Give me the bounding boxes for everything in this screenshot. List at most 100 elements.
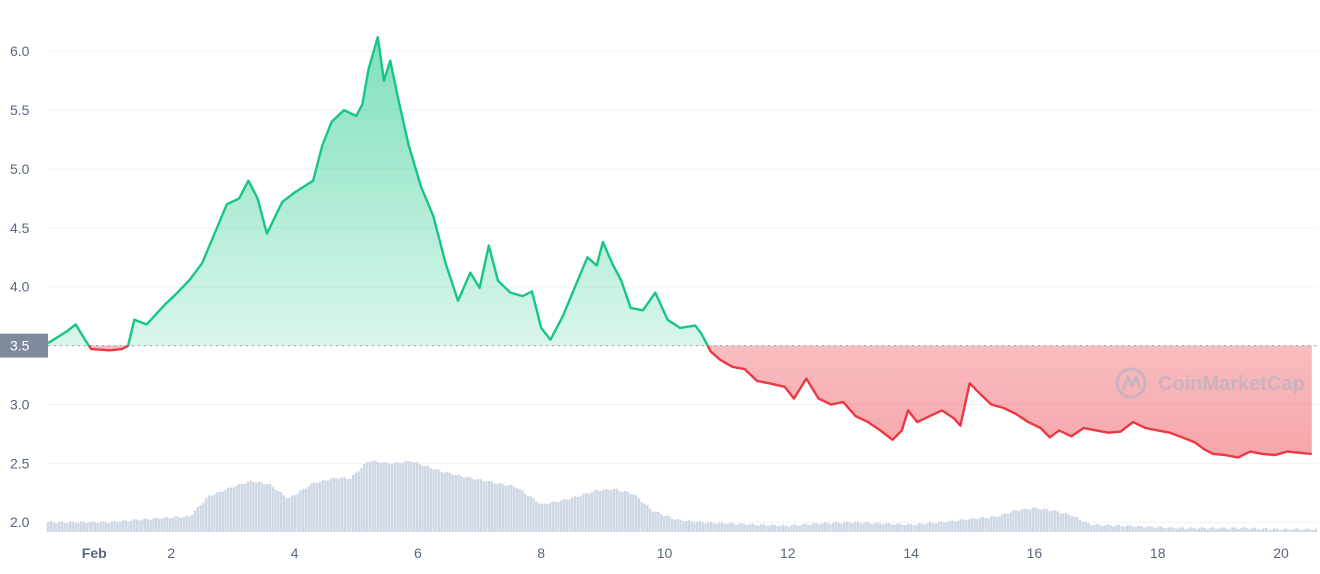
volume-bar	[321, 480, 324, 532]
volume-bar	[565, 499, 568, 532]
volume-bar	[978, 517, 982, 532]
volume-bar	[1167, 527, 1171, 532]
volume-bar	[451, 474, 455, 532]
volume-bar	[368, 462, 372, 532]
volume-bar	[715, 523, 718, 532]
volume-bar	[1181, 527, 1184, 532]
volume-bar	[393, 462, 396, 532]
volume-bar	[573, 496, 577, 532]
volume-bar	[296, 493, 299, 532]
volume-bar	[1220, 527, 1223, 532]
volume-bar	[776, 526, 779, 532]
volume-bar	[335, 478, 338, 532]
volume-bar	[929, 522, 932, 532]
volume-bar	[823, 522, 826, 532]
volume-bar	[637, 498, 641, 532]
volume-bar	[1300, 530, 1304, 532]
volume-bar	[884, 523, 888, 532]
volume-bar	[252, 481, 255, 532]
volume-bar	[113, 521, 116, 532]
volume-bar	[340, 477, 344, 532]
x-tick-label: 12	[780, 545, 796, 561]
volume-bar	[413, 462, 416, 532]
x-tick-label: 10	[657, 545, 673, 561]
volume-bar	[1192, 527, 1195, 532]
x-tick-label: 16	[1027, 545, 1043, 561]
volume-bar	[671, 518, 674, 532]
volume-bar	[227, 487, 230, 532]
volume-bar	[1028, 509, 1032, 532]
volume-bar	[967, 519, 971, 532]
volume-bar	[487, 480, 491, 532]
volume-bar	[349, 478, 352, 532]
volume-bar	[684, 521, 688, 532]
volume-bar	[623, 491, 627, 532]
volume-bar	[1150, 526, 1154, 532]
volume-bar	[385, 461, 388, 532]
volume-bar	[562, 499, 566, 532]
volume-bar	[1081, 521, 1085, 532]
volume-bar	[904, 524, 907, 532]
volume-bar	[1045, 509, 1048, 532]
volume-bar	[984, 517, 987, 532]
volume-bar	[917, 523, 921, 532]
volume-bar	[779, 525, 782, 532]
volume-bar	[410, 461, 413, 532]
volume-bar	[1006, 513, 1010, 532]
volume-bar	[143, 518, 147, 532]
price-line	[47, 35, 1312, 459]
price-line-down	[87, 345, 1312, 459]
volume-bar	[77, 522, 80, 532]
volume-bar	[396, 462, 399, 532]
volume-bar	[102, 521, 105, 532]
volume-bar	[515, 488, 519, 532]
volume-bar	[745, 525, 749, 532]
volume-bar	[820, 523, 824, 532]
volume-bar	[105, 522, 108, 532]
volume-bar	[1106, 524, 1109, 532]
volume-bar	[970, 517, 974, 532]
volume-bar	[1076, 517, 1079, 532]
volume-bar	[1275, 528, 1279, 532]
volume-bars	[46, 460, 1318, 532]
volume-bar	[1206, 529, 1209, 532]
volume-bar	[290, 495, 294, 532]
volume-bar	[621, 491, 624, 532]
volume-bar	[204, 498, 208, 532]
volume-bar	[729, 522, 732, 532]
volume-bar	[471, 478, 474, 532]
volume-bar	[1125, 525, 1129, 532]
volume-bar	[1153, 528, 1157, 532]
volume-bar	[859, 523, 863, 532]
volume-bar	[121, 520, 125, 532]
volume-bar	[912, 525, 915, 532]
volume-bar	[995, 517, 999, 532]
volume-bar	[856, 521, 860, 532]
volume-bar	[1087, 523, 1090, 532]
volume-bar	[1109, 525, 1112, 532]
volume-bar	[171, 517, 175, 532]
volume-bar	[1001, 513, 1004, 532]
coinmarketcap-logo-icon	[1115, 367, 1147, 399]
watermark-text: CoinMarketCap	[1158, 373, 1305, 395]
volume-bar	[141, 519, 144, 532]
volume-bar	[504, 485, 507, 532]
volume-bar	[493, 483, 496, 532]
volume-bar	[673, 519, 677, 532]
volume-bar	[1231, 527, 1234, 532]
volume-bar	[801, 524, 804, 532]
volume-bar	[399, 463, 402, 532]
volume-bar	[327, 480, 330, 532]
volume-bar	[57, 521, 61, 532]
volume-bar	[773, 524, 777, 532]
volume-bar	[1103, 525, 1107, 532]
volume-bar	[1253, 527, 1257, 532]
volume-bar	[363, 464, 366, 532]
volume-bar	[302, 488, 305, 532]
volume-bar	[940, 521, 943, 532]
volume-bar	[499, 482, 502, 532]
volume-bar	[1073, 516, 1076, 532]
volume-bar	[1070, 516, 1073, 532]
volume-bar	[1170, 526, 1173, 532]
